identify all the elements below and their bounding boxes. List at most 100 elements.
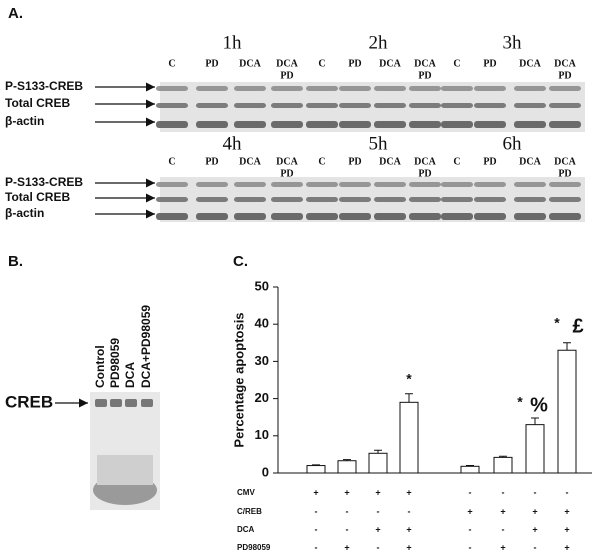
lane-label: PD	[348, 156, 361, 167]
time-label: 5h	[369, 133, 389, 154]
band	[514, 182, 546, 187]
lane-label: PD	[418, 168, 431, 179]
bar	[557, 349, 577, 474]
lane-label: DCA	[414, 58, 436, 69]
condition-sign: +	[564, 524, 569, 534]
lane-label: DCA	[379, 156, 401, 167]
condition-sign: +	[406, 542, 411, 552]
emsa-lane-label: PD98059	[108, 338, 122, 388]
bar	[306, 465, 326, 474]
gel-band	[95, 399, 107, 407]
condition-sign: -	[408, 506, 411, 516]
band	[514, 213, 546, 220]
lane-label: C	[318, 58, 325, 69]
gel-band	[125, 399, 137, 407]
condition-sign: -	[315, 506, 318, 516]
band	[156, 103, 188, 108]
lane-label: C	[318, 156, 325, 167]
lane-label: C	[453, 58, 460, 69]
band	[441, 197, 473, 202]
condition-sign: -	[502, 487, 505, 497]
band	[271, 213, 303, 220]
band	[549, 182, 581, 187]
band	[549, 213, 581, 220]
bar	[525, 424, 545, 474]
band	[196, 197, 228, 202]
lane-label: C	[168, 156, 175, 167]
band	[196, 103, 228, 108]
band	[306, 182, 338, 187]
annotation: *	[517, 394, 523, 410]
y-axis-label: Percentage apoptosis	[231, 312, 246, 447]
band	[234, 121, 266, 128]
free-probe-smear	[97, 455, 153, 485]
condition-sign: +	[532, 524, 537, 534]
condition-name: PD98059	[237, 543, 271, 552]
annotation: *	[554, 315, 560, 331]
condition-sign: +	[344, 487, 349, 497]
band	[409, 103, 441, 108]
band	[306, 121, 338, 128]
band	[156, 197, 188, 202]
row-label: P-S133-CREB	[5, 175, 83, 189]
condition-sign: -	[566, 487, 569, 497]
band	[306, 86, 338, 91]
band	[271, 103, 303, 108]
condition-sign: -	[469, 524, 472, 534]
band	[156, 182, 188, 187]
band	[374, 213, 406, 220]
emsa-lane-label: DCA+PD98059	[139, 305, 153, 388]
band	[374, 182, 406, 187]
band	[339, 182, 371, 187]
condition-name: C/REB	[237, 507, 262, 516]
band	[234, 197, 266, 202]
emsa-label: CREB	[5, 392, 53, 411]
lane-label: PD	[558, 168, 571, 179]
condition-sign: -	[469, 487, 472, 497]
band	[339, 197, 371, 202]
condition-sign: -	[534, 487, 537, 497]
y-tick-label: 50	[255, 278, 269, 293]
lane-label: PD	[483, 58, 496, 69]
gel-band	[141, 399, 153, 407]
band	[409, 213, 441, 220]
error-bar	[405, 393, 413, 403]
band	[514, 86, 546, 91]
emsa-lane-label: Control	[93, 345, 107, 388]
condition-name: DCA	[237, 525, 255, 534]
band	[156, 213, 188, 220]
lane-label: DCA	[276, 156, 298, 167]
lane-label: DCA	[379, 58, 401, 69]
time-label: 6h	[503, 133, 523, 154]
lane-label: C	[168, 58, 175, 69]
band	[441, 103, 473, 108]
time-label: 4h	[223, 133, 243, 154]
lane-label: PD	[418, 70, 431, 81]
gel-band	[110, 399, 122, 407]
y-tick-label: 10	[255, 427, 269, 442]
band	[374, 121, 406, 128]
bar	[460, 465, 480, 474]
condition-sign: +	[467, 506, 472, 516]
condition-sign: +	[500, 506, 505, 516]
row-label: β-actin	[5, 206, 44, 220]
lane-label: PD	[205, 58, 218, 69]
band	[306, 213, 338, 220]
band	[514, 103, 546, 108]
condition-sign: +	[406, 524, 411, 534]
emsa-lane-label: DCA	[123, 362, 137, 388]
condition-sign: -	[377, 542, 380, 552]
band	[156, 121, 188, 128]
bar	[368, 452, 388, 474]
lane-label: PD	[280, 168, 293, 179]
band	[339, 213, 371, 220]
condition-sign: +	[313, 487, 318, 497]
lane-label: PD	[348, 58, 361, 69]
band	[271, 121, 303, 128]
band	[196, 121, 228, 128]
band	[374, 103, 406, 108]
band	[339, 103, 371, 108]
band	[441, 121, 473, 128]
condition-sign: -	[534, 542, 537, 552]
